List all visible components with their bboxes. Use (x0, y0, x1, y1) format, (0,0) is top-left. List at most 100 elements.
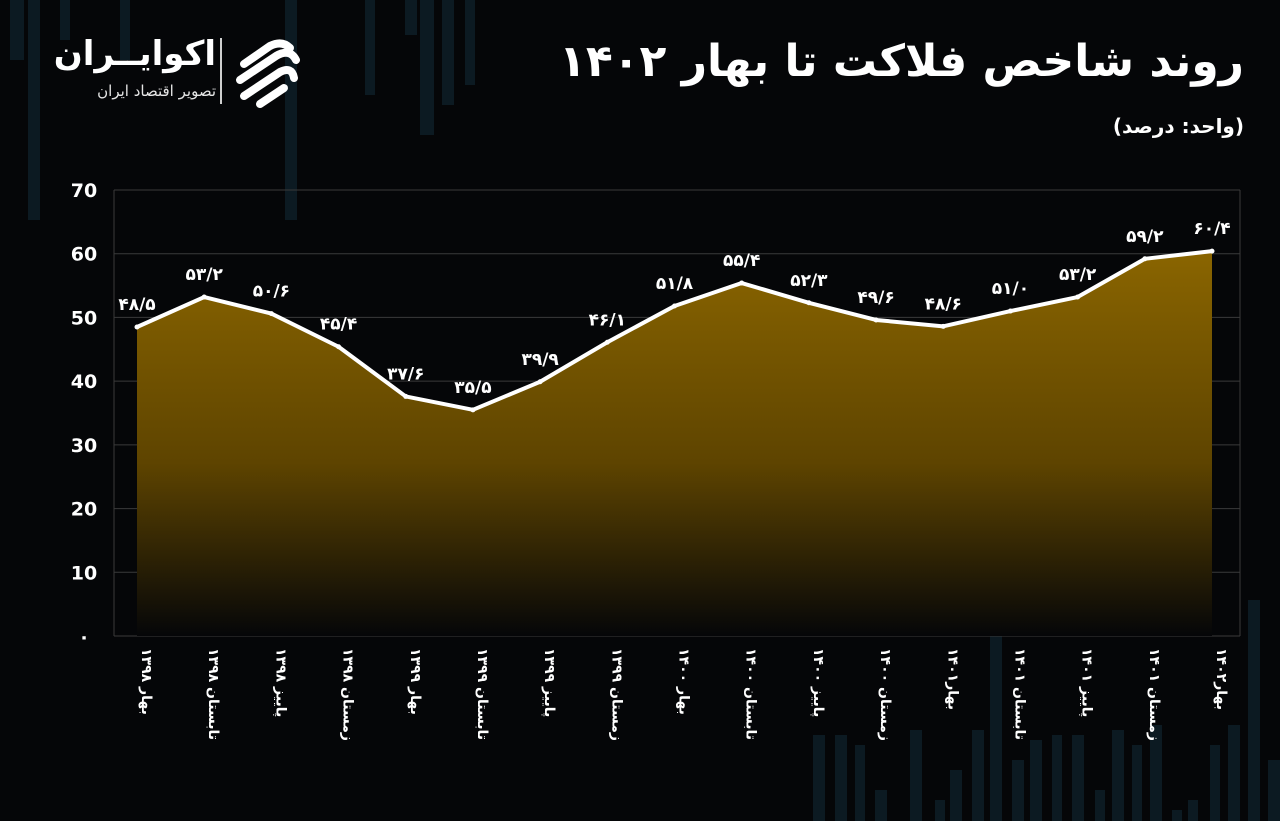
line-series (134, 248, 1215, 413)
y-tick-label: 60 (71, 244, 97, 266)
data-point (1142, 256, 1148, 262)
y-tick-label: 30 (71, 435, 97, 457)
data-point (336, 344, 342, 350)
data-label: ۵۵/۴ (723, 251, 760, 271)
x-tick-label: بهار ۱۳۹۸ (138, 648, 154, 715)
background-bar (1228, 725, 1240, 821)
background-bar (855, 745, 865, 821)
data-label: ۴۹/۶ (857, 288, 894, 308)
x-tick-label: پاییز ۱۳۹۸ (272, 648, 288, 717)
background-bar (1052, 735, 1062, 821)
area-series (137, 251, 1212, 636)
data-label: ۵۳/۲ (1059, 265, 1097, 285)
logo-divider (220, 38, 222, 104)
x-tick-label: تابستان ۱۴۰۱ (1011, 648, 1027, 740)
background-bar (28, 0, 40, 220)
background-bar (10, 0, 24, 60)
data-point (604, 339, 610, 345)
background-bar (1150, 725, 1162, 821)
background-bar (910, 730, 922, 821)
x-tick-label: پاییز ۱۳۹۹ (541, 648, 557, 717)
background-bar (1012, 760, 1024, 821)
x-tick-label: پاییز ۱۴۰۱ (1079, 648, 1095, 717)
background-bar (1095, 790, 1105, 821)
x-tick-label: زمستان ۱۴۰۱ (1146, 648, 1162, 741)
y-tick-label: 70 (71, 180, 97, 202)
y-axis-ticks: ۰ 10 20 30 40 50 60 70 (71, 180, 97, 648)
data-point (940, 323, 946, 329)
x-tick-label: زمستان ۱۳۹۹ (608, 648, 624, 741)
y-tick-label: 50 (71, 307, 97, 329)
data-label: ۵۱/۸ (656, 274, 694, 294)
data-point (134, 324, 140, 330)
y-tick-label: 40 (71, 371, 97, 393)
x-tick-label: زمستان ۱۳۹۸ (340, 648, 356, 741)
data-label: ۵۰/۶ (253, 282, 290, 302)
data-point (403, 393, 409, 399)
data-point (470, 407, 476, 413)
background-bar (405, 0, 417, 35)
data-label: ۳۵/۵ (454, 378, 491, 398)
background-bar (1172, 810, 1182, 821)
data-label: ۶۰/۴ (1193, 219, 1230, 239)
brand-tagline: تصویر اقتصاد ایران (97, 82, 216, 100)
background-bar (442, 0, 454, 105)
background-bar (1210, 745, 1220, 821)
brand-name: اکوایــران (53, 34, 216, 74)
data-label: ۴۵/۴ (320, 315, 357, 335)
eco-iran-logo-icon (236, 39, 300, 108)
x-tick-label: بهار ۱۴۰۰ (676, 648, 692, 715)
background-bar (1030, 740, 1042, 821)
background-bar (935, 800, 945, 821)
x-tick-label: تابستان ۱۳۹۹ (474, 648, 490, 740)
background-bar (120, 0, 130, 60)
x-tick-label: زمستان ۱۴۰۰ (877, 648, 893, 741)
data-labels: ۴۸/۵ ۵۳/۲ ۵۰/۶ ۴۵/۴ ۳۷/۶ ۳۵/۵ ۳۹/۹ ۴۶/۱ ۵۱/۸ ۵۵/۴… (118, 219, 1230, 398)
x-tick-label: بهار۱۴۰۲ (1213, 648, 1229, 710)
background-bar (950, 770, 962, 821)
background-bar (60, 0, 70, 40)
y-tick-label: 20 (71, 499, 97, 521)
data-label: ۵۱/۰ (992, 279, 1029, 299)
data-point (1209, 248, 1215, 254)
data-point (672, 303, 677, 309)
data-label: ۴۶/۱ (589, 310, 626, 330)
background-bar (875, 790, 887, 821)
background-bar (365, 0, 375, 95)
data-point (1075, 294, 1081, 300)
background-bar (465, 0, 475, 85)
data-point (268, 311, 274, 317)
data-point (739, 280, 745, 286)
data-point (1007, 308, 1013, 314)
background-bars (10, 0, 1280, 821)
data-label: ۵۹/۲ (1126, 227, 1164, 247)
chart-title: روند شاخص فلاکت تا بهار ۱۴۰۲ (558, 36, 1244, 87)
background-bar (1268, 760, 1280, 821)
x-tick-label: بهار ۱۳۹۹ (407, 648, 423, 715)
background-bar (1132, 745, 1142, 821)
data-point (537, 379, 543, 385)
data-label: ۴۸/۵ (118, 295, 155, 315)
background-bar (1248, 600, 1260, 821)
data-point (201, 294, 207, 300)
unit-label: (واحد: درصد) (1112, 114, 1244, 138)
data-label: ۳۷/۶ (387, 364, 424, 384)
background-bar (972, 730, 984, 821)
background-bar (1112, 730, 1124, 821)
x-tick-label: تابستان ۱۴۰۰ (743, 648, 759, 740)
area-fill (137, 251, 1212, 636)
brand-logo: اکوایــران تصویر اقتصاد ایران (48, 32, 318, 112)
x-axis-ticks: بهار ۱۳۹۸ تابستان ۱۳۹۸ پاییز ۱۳۹۸ زمستان ۱۳… (138, 648, 1229, 741)
data-point (806, 300, 812, 306)
background-bar (835, 735, 847, 821)
data-label: ۴۸/۶ (925, 294, 962, 314)
y-tick-label: 10 (71, 562, 97, 584)
data-point (873, 317, 879, 323)
background-bar (1072, 735, 1084, 821)
x-tick-label: بهار۱۴۰۱ (944, 648, 960, 710)
x-tick-label: پاییز ۱۴۰۰ (810, 648, 826, 717)
background-bar (420, 0, 434, 135)
y-tick-label: ۰ (78, 626, 90, 648)
